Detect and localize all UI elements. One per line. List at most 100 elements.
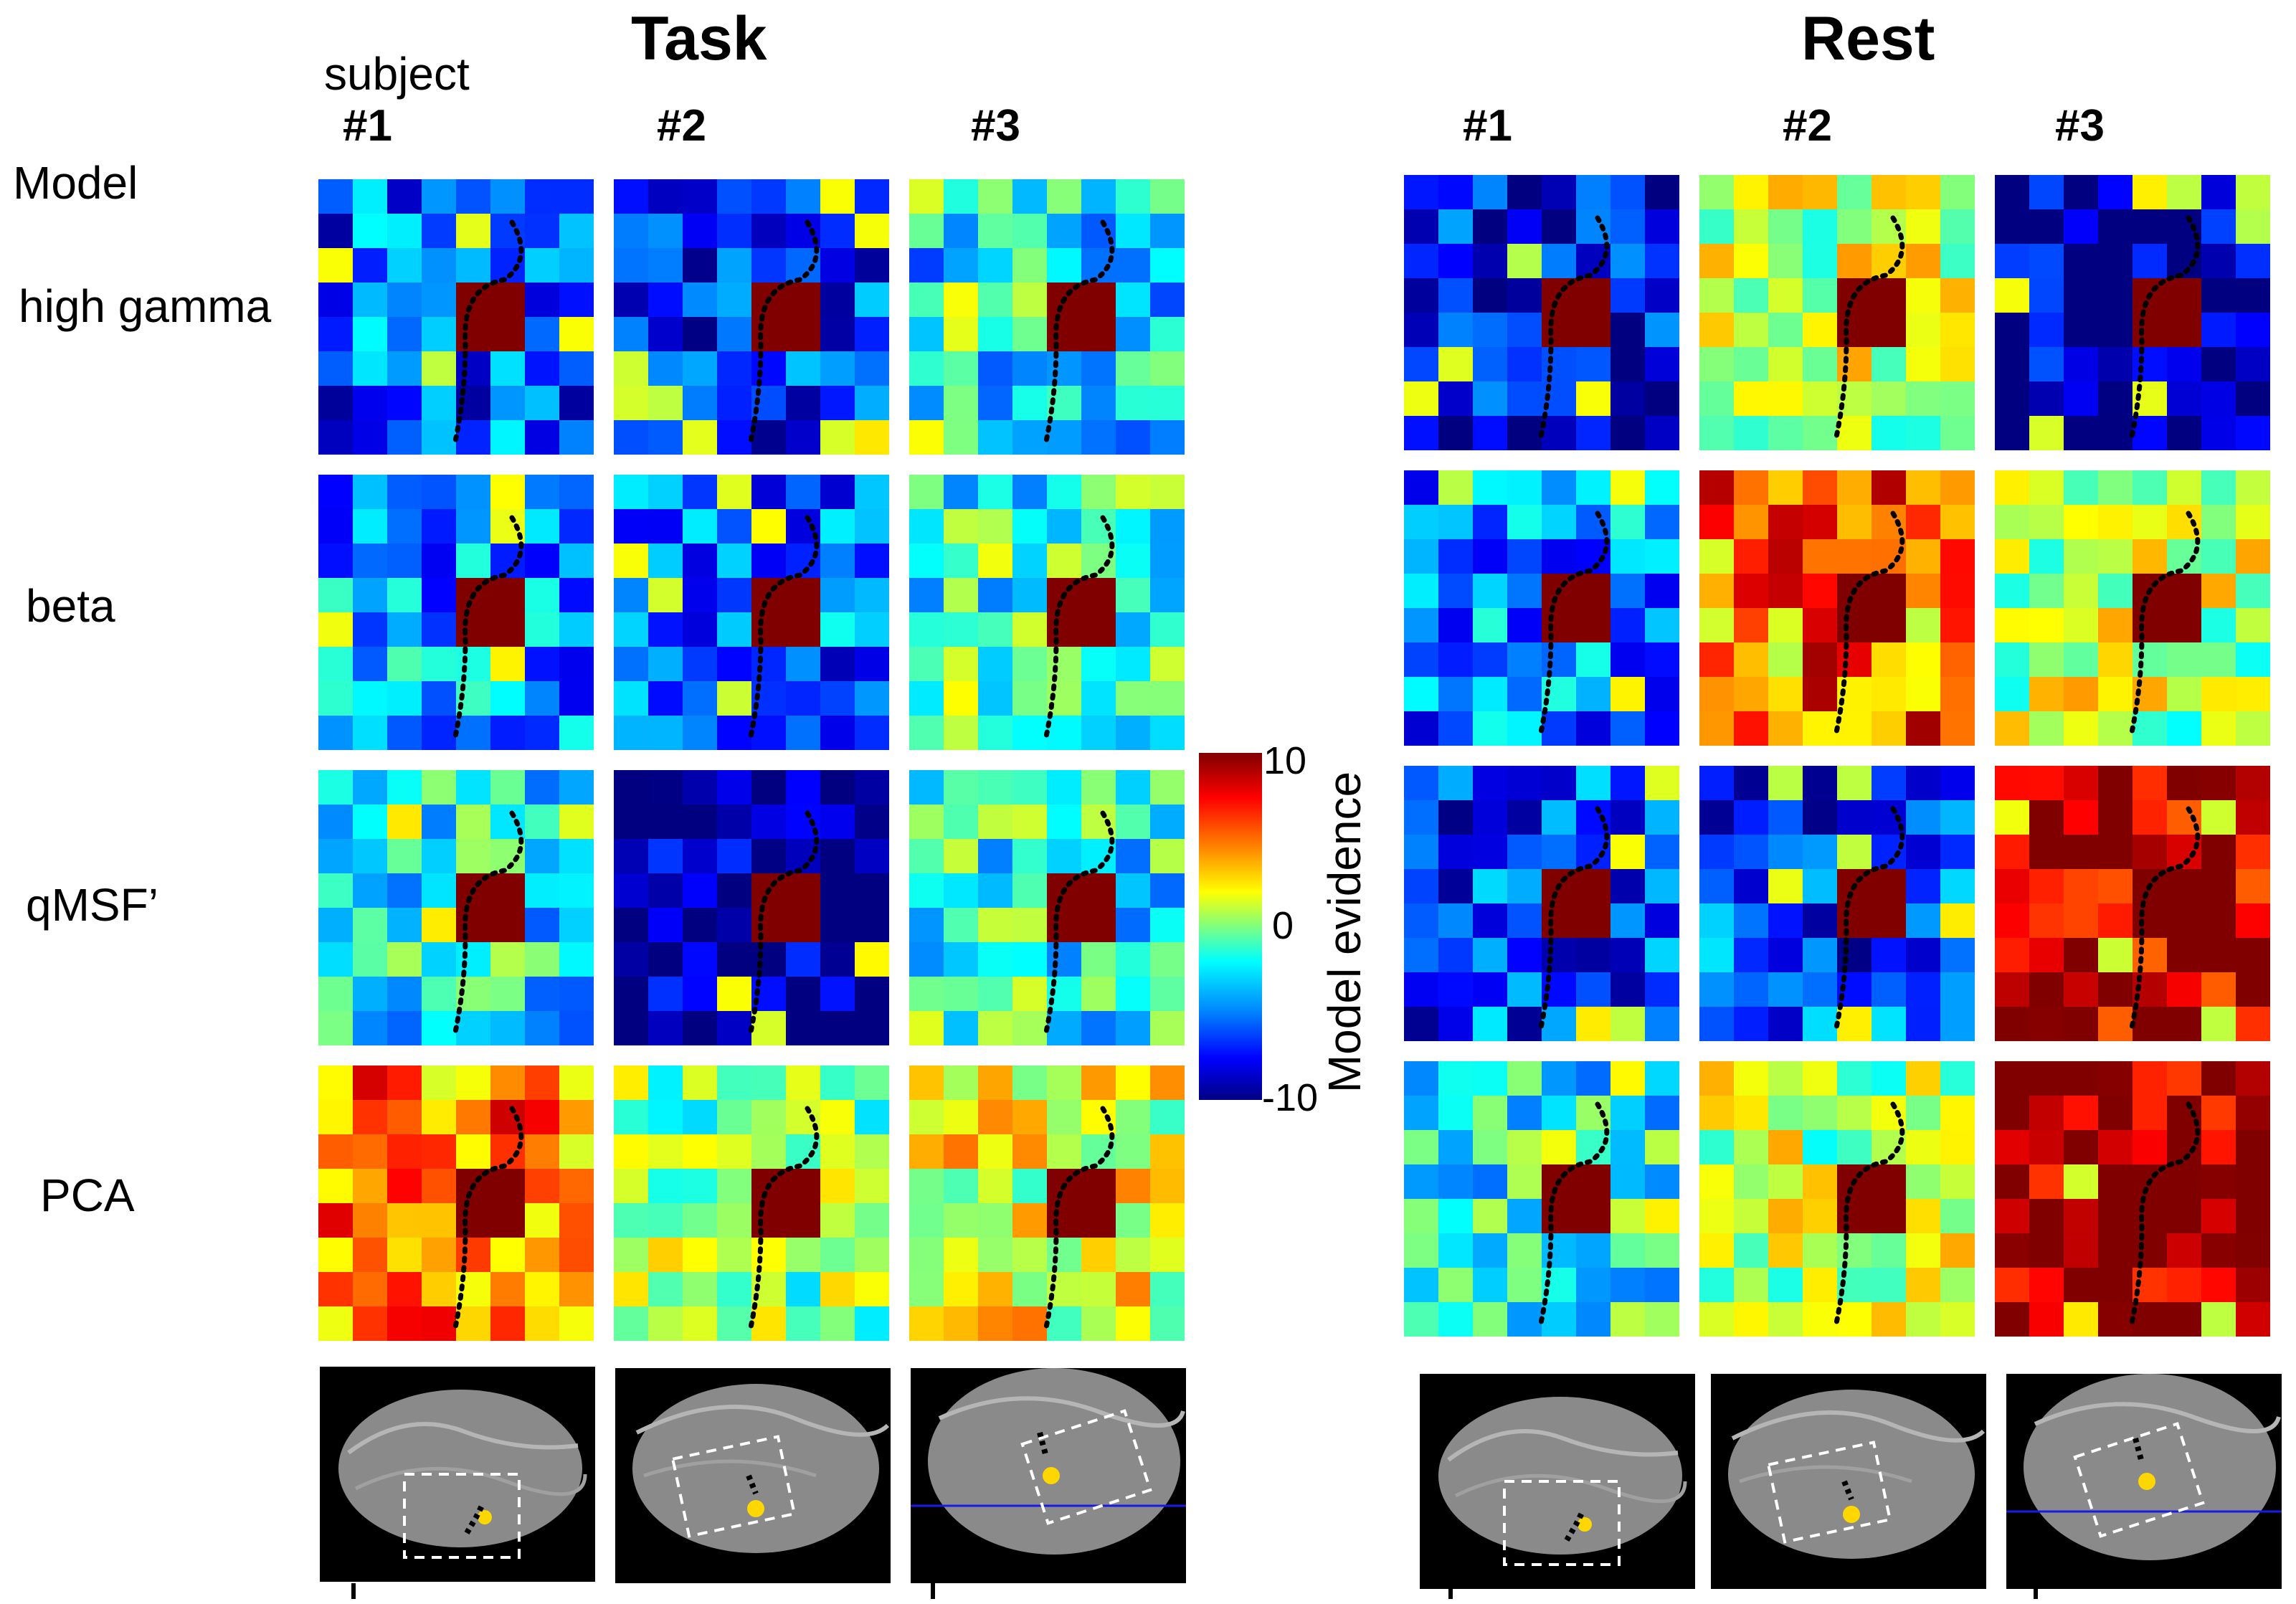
heatmap-cell xyxy=(1768,800,1803,835)
heatmap-cell xyxy=(422,214,457,249)
heatmap-cell xyxy=(2201,278,2236,313)
heatmap-cell xyxy=(422,681,457,716)
heatmap-cell xyxy=(1542,800,1577,835)
heatmap-cell xyxy=(1116,386,1151,421)
heatmap-cell xyxy=(1803,1130,1838,1165)
heatmap-cell xyxy=(353,770,388,805)
heatmap-cell xyxy=(1047,420,1082,455)
heatmap-cell xyxy=(1473,1302,1508,1337)
heatmap-cell xyxy=(2167,1268,2202,1303)
heatmap-cell xyxy=(1507,1130,1542,1165)
heatmap-cell xyxy=(1116,475,1151,510)
heatmap-cell xyxy=(1803,1061,1838,1096)
heatmap-cell xyxy=(2236,470,2270,506)
heatmap-cell xyxy=(456,248,491,283)
heatmap-cell xyxy=(353,716,388,750)
heatmap-cell xyxy=(1645,1061,1679,1096)
heatmap-cell xyxy=(1734,574,1769,609)
heatmap-cell xyxy=(1507,903,1542,939)
heatmap-cell xyxy=(1507,381,1542,417)
heatmap-cell xyxy=(456,179,491,214)
heatmap-cell xyxy=(1473,209,1508,245)
central-sulcus-line xyxy=(1833,511,1905,739)
heatmap-cell xyxy=(1995,1061,2030,1096)
heatmap-cell xyxy=(1645,711,1679,746)
heatmap-cell xyxy=(2029,711,2064,746)
heatmap-cell xyxy=(2236,1268,2270,1303)
heatmap-cell xyxy=(1645,278,1679,313)
heatmap-cell xyxy=(614,1011,649,1045)
heatmap-cell xyxy=(2064,800,2099,835)
heatmap-cell xyxy=(525,475,560,510)
heatmap-cell xyxy=(978,873,1013,908)
heatmap-cell xyxy=(1116,681,1151,716)
heatmap-cell xyxy=(1734,416,1769,450)
heatmap-cell xyxy=(1438,800,1474,835)
heatmap-cell xyxy=(751,1306,787,1341)
heatmap-cell xyxy=(1542,470,1577,506)
heatmap-cell xyxy=(1404,1199,1439,1234)
heatmap-cell xyxy=(1473,677,1508,712)
heatmap-cell xyxy=(456,942,491,977)
heatmap-cell xyxy=(1438,608,1474,643)
heatmap-cell xyxy=(717,908,752,943)
heatmap-cell xyxy=(2201,505,2236,540)
heatmap-cell xyxy=(2064,1199,2099,1234)
heatmap-cell xyxy=(1995,642,2030,678)
heatmap-cell xyxy=(2133,416,2168,450)
heatmap-cell xyxy=(1995,677,2030,712)
heatmap-cell xyxy=(1699,175,1735,210)
heatmap-cell xyxy=(1116,1134,1151,1169)
heatmap-cell xyxy=(559,839,594,874)
heatmap-cell xyxy=(1906,1164,1941,1200)
heatmap-cell xyxy=(1404,1061,1439,1096)
heatmap-cell xyxy=(1576,1007,1611,1041)
brain-image-task-s3 xyxy=(911,1368,1186,1583)
heatmap-cell xyxy=(1081,770,1116,805)
heatmap-cell xyxy=(525,1134,560,1169)
heatmap-cell xyxy=(1473,903,1508,939)
heatmap-cell xyxy=(1150,873,1185,908)
heatmap-cell xyxy=(1012,681,1048,716)
heatmap-cell xyxy=(2167,1061,2202,1096)
heatmap-cell xyxy=(683,509,718,544)
heatmap-cell xyxy=(2236,1007,2270,1041)
heatmap-cell xyxy=(1150,1272,1185,1307)
heatmap-cell xyxy=(1047,942,1082,977)
heatmap-cell xyxy=(1699,313,1735,348)
heatmap-cell xyxy=(1610,175,1646,210)
heatmap-cell xyxy=(1768,1164,1803,1200)
heatmap-cell xyxy=(353,612,388,647)
heatmap-cell xyxy=(353,1203,388,1238)
heatmap-cell xyxy=(614,805,649,840)
heatmap-cell xyxy=(387,908,422,943)
heatmap-cell xyxy=(909,317,944,352)
heatmap-cell xyxy=(2029,903,2064,939)
heatmap-cell xyxy=(614,351,649,386)
heatmap-cell xyxy=(1803,209,1838,245)
heatmap-cell xyxy=(683,770,718,805)
heatmap-cell xyxy=(1438,1130,1474,1165)
heatmap-cell xyxy=(1404,711,1439,746)
heatmap-cell xyxy=(2236,1130,2270,1165)
heatmap-cell xyxy=(1438,278,1474,313)
brain-image-rest-s1 xyxy=(1420,1374,1695,1589)
heatmap-cell xyxy=(1438,1268,1474,1303)
heatmap-cell xyxy=(387,770,422,805)
heatmap-cell xyxy=(2098,1061,2133,1096)
heatmap-cell xyxy=(1150,612,1185,647)
heatmap-cell xyxy=(1473,416,1508,450)
heatmap-cell xyxy=(1012,283,1048,318)
heatmap-cell xyxy=(559,509,594,544)
heatmap-cell xyxy=(559,873,594,908)
heatmap-cell xyxy=(1699,869,1735,904)
heatmap-cell xyxy=(944,716,979,750)
heatmap-cell xyxy=(1047,716,1082,750)
heatmap-cell xyxy=(2133,175,2168,210)
heatmap-cell xyxy=(751,1100,787,1135)
heatmap-cell xyxy=(648,1134,683,1169)
central-sulcus-line xyxy=(1833,215,1905,443)
heatmap-cell xyxy=(1906,1233,1941,1268)
heatmap-cell xyxy=(786,681,821,716)
heatmap-cell xyxy=(1404,1164,1439,1200)
